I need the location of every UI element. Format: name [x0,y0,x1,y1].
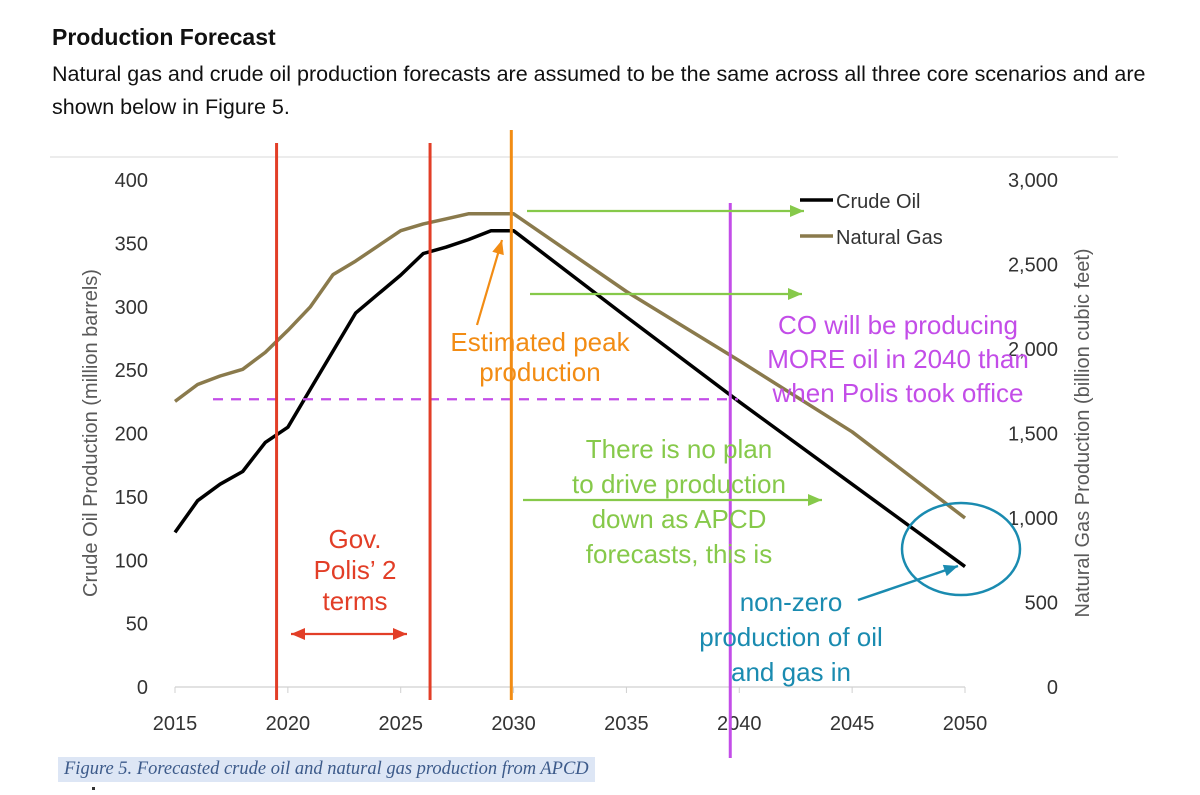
y-axis-title: Crude Oil Production (million barrels) [80,269,102,597]
x-tick-label: 2050 [943,713,988,735]
polis-terms-annotation: Gov. Polis’ 2 terms [314,524,397,616]
y-tick-label: 250 [115,360,148,382]
x-tick-label: 2020 [266,713,311,735]
x-tick-label: 2025 [378,713,423,735]
x-tick-label: 2040 [717,713,762,735]
y-tick-label: 200 [115,424,148,446]
x-tick-label: 2045 [830,713,875,735]
intro-paragraph: Natural gas and crude oil production for… [52,62,1146,119]
x-tick-label: 2030 [491,713,536,735]
non-zero-arrow-head [942,564,958,577]
x-tick-label: 2015 [153,713,198,735]
y-tick-label: 400 [115,170,148,192]
y2-tick-label: 1,000 [1008,508,1058,530]
y2-axis-title: Natural Gas Production (billion cubic fe… [1072,248,1094,617]
non-zero-highlight-ellipse [900,501,1022,597]
y-tick-label: 0 [137,677,148,699]
polis-terms-arrow-head [291,628,305,640]
legend-label: Natural Gas [836,227,943,249]
green-arrow-middle-head [788,288,802,300]
non-zero-annotation: non-zero production of oil and gas in [699,587,883,687]
y-tick-label: 300 [115,297,148,319]
legend-label: Crude Oil [836,191,920,213]
page-fragment-mark [92,787,95,790]
co-claim-annotation: CO will be producing MORE oil in 2040 tha… [767,310,1029,408]
y-tick-label: 150 [115,487,148,509]
green-arrow-top-head [790,205,804,217]
non-zero-arrow [857,564,959,602]
peak-arrow-head [492,240,504,256]
x-tick-label: 2035 [604,713,649,735]
polis-terms-arrow-head [393,628,407,640]
y-tick-label: 100 [115,550,148,572]
y-tick-label: 50 [126,614,148,636]
series-line-natural-gas [173,212,967,520]
y2-tick-label: 0 [1047,677,1058,699]
y-tick-label: 350 [115,233,148,255]
y2-tick-label: 2,000 [1008,339,1058,361]
series-line-crude-oil [173,228,967,569]
section-heading: Production Forecast [52,24,276,50]
y2-tick-label: 500 [1025,593,1058,615]
y2-tick-label: 3,000 [1008,170,1058,192]
y2-tick-label: 2,500 [1008,255,1058,277]
no-plan-annotation: There is no plan to drive production down … [572,434,786,569]
figure-caption: Figure 5. Forecasted crude oil and natur… [58,757,595,782]
peak-arrow [475,239,504,326]
y2-tick-label: 1,500 [1008,424,1058,446]
estimated-peak-annotation: Estimated peak production [450,327,630,387]
green-arrow-lower-head [808,494,822,506]
